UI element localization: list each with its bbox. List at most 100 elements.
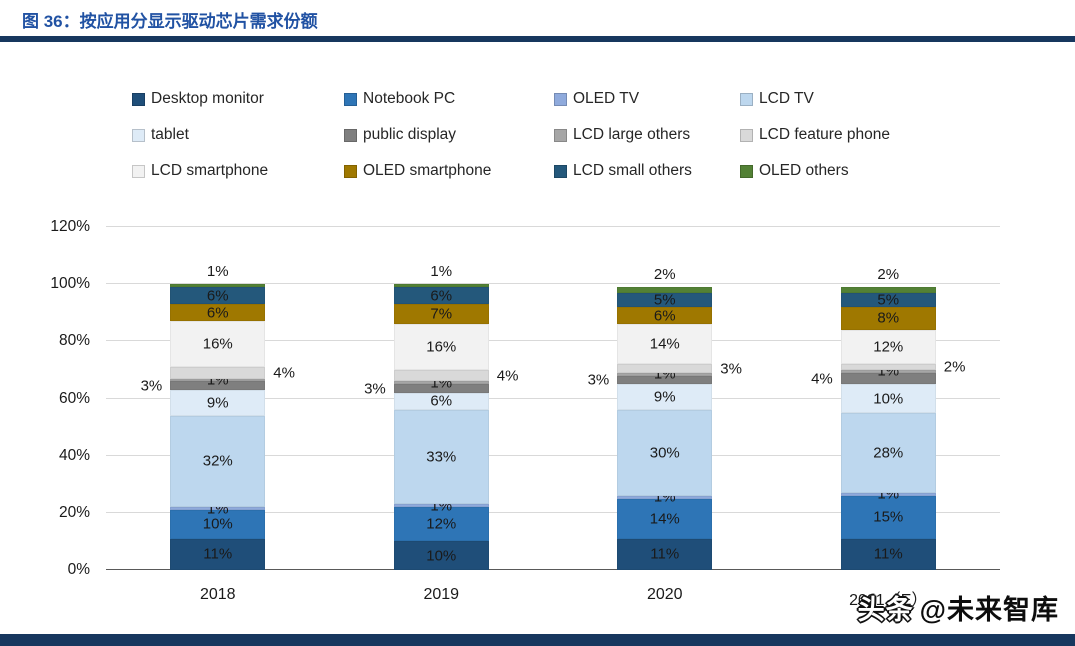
bar-segment-lcd-feature-phone bbox=[393, 369, 489, 382]
x-tick-label: 2020 bbox=[646, 586, 683, 603]
data-label-lcd-feature-phone: 2% bbox=[943, 358, 966, 376]
watermark: 头条 @未来智库 bbox=[858, 588, 1059, 627]
data-label-oled-others: 1% bbox=[430, 263, 453, 281]
data-label-oled-smartphone: 6% bbox=[653, 307, 676, 325]
bar-segment-tablet bbox=[393, 392, 489, 410]
bar-segment-lcd-small-others bbox=[393, 287, 489, 305]
bar-segment-lcd-large-others bbox=[393, 381, 489, 385]
bar-segment-public-display bbox=[840, 372, 936, 385]
bar-segment-oled-tv bbox=[393, 504, 489, 508]
y-tick-label: 80% bbox=[58, 332, 90, 350]
bar-segment-public-display bbox=[170, 381, 266, 390]
data-label-lcd-tv: 33% bbox=[426, 448, 457, 466]
y-tick-label: 100% bbox=[50, 275, 90, 293]
legend-swatch-lcd-large-others bbox=[554, 128, 567, 142]
legend-item-oled-others: OLED others bbox=[740, 162, 970, 180]
x-axis: 2018 2019 2020 2021（E） bbox=[106, 578, 1000, 609]
legend-label-lcd-large-others: LCD large others bbox=[573, 126, 691, 143]
data-label-lcd-small-others: 5% bbox=[877, 291, 900, 309]
data-label-tablet: 9% bbox=[206, 394, 229, 412]
data-label-tablet: 10% bbox=[873, 390, 904, 407]
data-label-desktop-monitor: 10% bbox=[426, 547, 457, 565]
title-divider-bar bbox=[0, 36, 1075, 42]
bar-segment-oled-smartphone bbox=[617, 307, 713, 325]
legend-label-oled-others: OLED others bbox=[759, 162, 849, 179]
gridline bbox=[106, 454, 1000, 456]
legend-label-lcd-feature-phone: LCD feature phone bbox=[759, 126, 890, 143]
legend-swatch-oled-others bbox=[740, 164, 753, 178]
data-label-lcd-smartphone: 12% bbox=[873, 338, 904, 356]
data-label-oled-others: 2% bbox=[877, 266, 900, 284]
legend-swatch-lcd-small-others bbox=[554, 164, 567, 178]
gridline bbox=[106, 283, 1000, 285]
legend-label-oled-smartphone: OLED smartphone bbox=[363, 162, 492, 179]
bar-segment-desktop-monitor bbox=[393, 541, 489, 570]
bottom-divider-bar bbox=[0, 634, 1075, 646]
bar-segment-desktop-monitor bbox=[170, 538, 266, 570]
data-label-notebook-pc: 12% bbox=[426, 515, 457, 533]
bar-segment-public-display bbox=[617, 375, 713, 385]
watermark-handle: @未来智库 bbox=[919, 595, 1059, 625]
legend-swatch-oled-tv bbox=[554, 92, 567, 106]
gridline bbox=[106, 226, 1000, 227]
data-label-oled-others: 2% bbox=[653, 266, 676, 284]
x-tick-label: 2019 bbox=[423, 586, 460, 603]
data-label-public-display: 3% bbox=[587, 371, 610, 389]
data-label-public-display: 3% bbox=[140, 377, 163, 395]
y-tick-label: 120% bbox=[50, 218, 90, 235]
data-label-oled-smartphone: 6% bbox=[206, 304, 229, 322]
bar-segment-oled-others bbox=[617, 287, 713, 293]
data-label-lcd-feature-phone: 4% bbox=[496, 367, 519, 385]
data-label-notebook-pc: 10% bbox=[202, 515, 233, 533]
y-tick-label: 40% bbox=[58, 446, 90, 464]
legend-item-notebook-pc: Notebook PC bbox=[344, 90, 554, 108]
bar-segment-notebook-pc bbox=[170, 509, 266, 539]
bar-segment-public-display bbox=[393, 384, 489, 393]
legend-item-public-display: public display bbox=[344, 126, 554, 144]
bar-segment-oled-others bbox=[393, 284, 489, 288]
plot-area: 11% 10% 1% 32% 9% 3% 1% 4% 16% 6% 6% 1% 10% 12% 1% 33% 6… bbox=[106, 226, 1000, 570]
data-label-lcd-tv: 28% bbox=[873, 444, 904, 462]
data-label-lcd-feature-phone: 3% bbox=[720, 360, 742, 377]
legend-swatch-lcd-feature-phone bbox=[740, 128, 753, 142]
bar-segment-lcd-tv bbox=[393, 409, 489, 505]
bar-segment-tablet bbox=[617, 384, 713, 410]
data-label-tablet: 6% bbox=[430, 392, 453, 410]
legend-label-oled-tv: OLED TV bbox=[573, 90, 640, 107]
bar-segment-oled-others bbox=[170, 284, 266, 288]
gridline bbox=[106, 340, 1000, 342]
data-label-desktop-monitor: 11% bbox=[873, 545, 903, 563]
y-tick-label: 60% bbox=[58, 389, 90, 407]
legend-item-lcd-small-others: LCD small others bbox=[554, 162, 740, 180]
bar-segment-oled-tv bbox=[840, 492, 936, 496]
bar-segment-desktop-monitor bbox=[617, 538, 713, 570]
legend-item-oled-smartphone: OLED smartphone bbox=[344, 162, 554, 180]
bar-segment-lcd-large-others bbox=[170, 378, 266, 382]
data-label-lcd-smartphone: 14% bbox=[649, 335, 680, 353]
bar-segment-lcd-smartphone bbox=[170, 321, 266, 368]
data-label-lcd-smartphone: 16% bbox=[202, 335, 233, 353]
data-label-public-display: 4% bbox=[811, 370, 833, 387]
data-label-lcd-tv: 30% bbox=[649, 444, 680, 462]
bar-segment-lcd-tv bbox=[617, 409, 713, 496]
legend-item-oled-tv: OLED TV bbox=[554, 90, 740, 108]
data-label-lcd-small-others: 6% bbox=[206, 287, 229, 305]
legend-swatch-lcd-tv bbox=[740, 92, 753, 106]
legend-item-lcd-large-others: LCD large others bbox=[554, 126, 740, 144]
legend-item-tablet: tablet bbox=[132, 126, 344, 144]
bar-segment-lcd-feature-phone bbox=[170, 367, 266, 379]
data-label-lcd-smartphone: 16% bbox=[426, 338, 457, 356]
bar-segment-lcd-feature-phone bbox=[840, 364, 936, 370]
bar-segment-notebook-pc bbox=[840, 495, 936, 539]
data-label-notebook-pc: 15% bbox=[873, 508, 904, 526]
legend-label-lcd-small-others: LCD small others bbox=[573, 162, 692, 179]
bar-segment-lcd-small-others bbox=[617, 292, 713, 308]
bar-segment-lcd-tv bbox=[170, 415, 266, 508]
legend-item-desktop-monitor: Desktop monitor bbox=[132, 90, 344, 108]
legend-swatch-desktop-monitor bbox=[132, 92, 145, 106]
bar-segment-lcd-large-others bbox=[617, 372, 713, 376]
bar-segment-tablet bbox=[170, 389, 266, 416]
data-label-lcd-small-others: 6% bbox=[430, 287, 453, 305]
legend-item-lcd-feature-phone: LCD feature phone bbox=[740, 126, 970, 144]
